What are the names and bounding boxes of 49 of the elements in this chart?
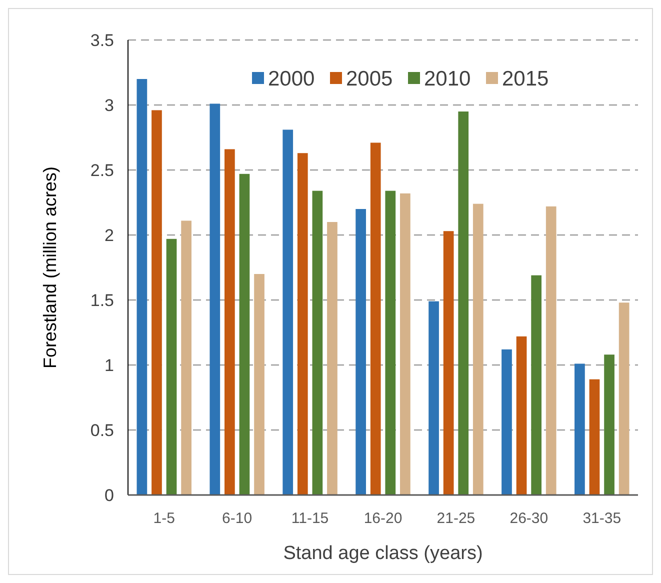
- bar: [166, 238, 177, 495]
- x-axis-title: Stand age class (years): [283, 543, 483, 564]
- bar: [254, 274, 264, 495]
- bar: [516, 336, 527, 495]
- x-tick-label: 31-35: [582, 510, 622, 527]
- bar: [428, 301, 439, 495]
- bar: [546, 206, 556, 495]
- bar: [224, 149, 235, 495]
- y-axis-title: Forestland (million acres): [40, 166, 60, 369]
- bar: [502, 349, 512, 495]
- x-tick-label: 1-5: [153, 510, 175, 527]
- bar: [589, 379, 600, 495]
- x-tick-label: 21-25: [436, 510, 476, 527]
- x-tick-label: 11-15: [291, 510, 329, 527]
- bar: [370, 142, 381, 495]
- bar: [400, 193, 410, 495]
- y-tick-label: 2.5: [90, 160, 114, 180]
- bar: [604, 354, 614, 495]
- legend-label: 2005: [346, 67, 393, 90]
- y-tick-label: 1: [104, 356, 114, 375]
- bar: [181, 220, 192, 495]
- bar: [136, 79, 148, 495]
- legend-label: 2010: [424, 67, 471, 90]
- legend-label: 2015: [502, 67, 549, 90]
- bar: [443, 231, 454, 495]
- bar: [312, 190, 323, 495]
- y-tick-label: 0: [104, 486, 114, 505]
- y-tick-label: 1.5: [90, 290, 114, 310]
- bar: [618, 302, 630, 495]
- y-tick-label: 3: [104, 96, 114, 115]
- x-tick-label: 26-30: [510, 510, 548, 527]
- bar: [574, 364, 585, 495]
- bar: [297, 153, 308, 495]
- bar: [385, 190, 396, 495]
- bar: [458, 112, 469, 495]
- y-tick-label: 0.5: [90, 420, 114, 440]
- bar: [282, 130, 294, 495]
- bar: [327, 222, 338, 495]
- bar: [356, 209, 366, 495]
- bar: [210, 104, 220, 495]
- y-tick-label: 2: [104, 226, 114, 245]
- bar: [152, 110, 162, 495]
- x-tick-label: 6-10: [222, 510, 252, 527]
- y-tick-label: 3.5: [90, 30, 114, 50]
- x-tick-label: 16-20: [364, 510, 402, 527]
- bar: [239, 174, 250, 495]
- bar: [472, 204, 484, 495]
- bar: [531, 275, 542, 495]
- legend-label: 2000: [268, 67, 315, 90]
